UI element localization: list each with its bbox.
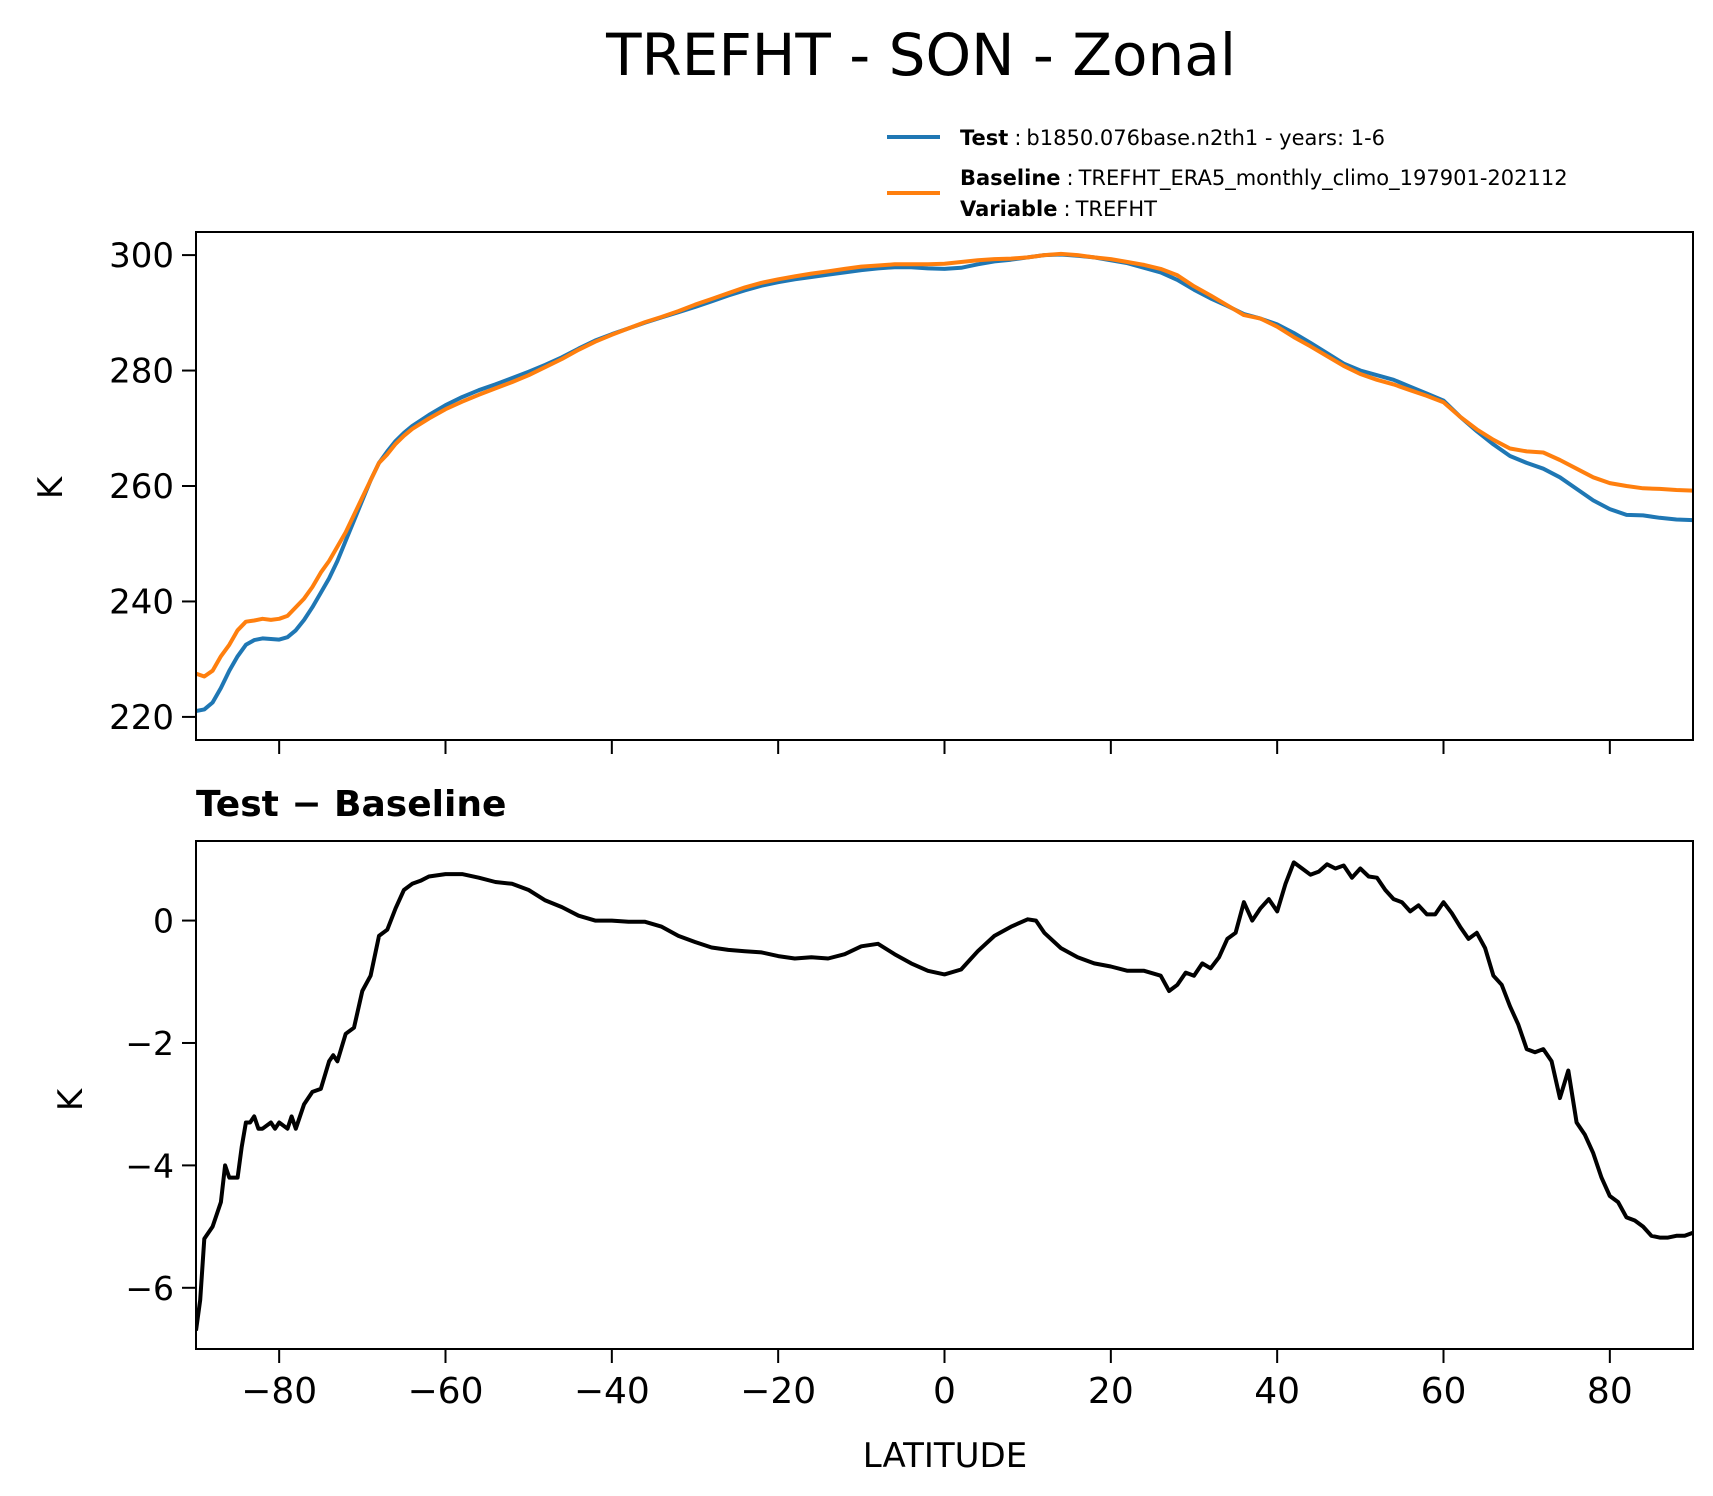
bottom-x-tick-label: −60 [408,1371,484,1412]
legend-baseline-label: Baseline: TREFHT_ERA5_monthly_climo_19790… [960,166,1568,191]
top-plot-area [196,251,1693,714]
legend: Test: b1850.076base.n2th1 - years: 1-6 Ba… [887,126,1568,221]
top-x-ticks [278,740,1611,754]
top-y-tick-label: 280 [109,352,174,392]
bottom-x-tick-label: 60 [1421,1371,1467,1412]
bottom-x-tick-label: −20 [740,1371,816,1412]
figure-title: TREFHT - SON - Zonal [605,21,1236,89]
x-axis-label: LATITUDE [863,1436,1027,1476]
bottom-panel: Test − Baseline −80 −60 −40 −20 0 20 40 60 80 0−… [51,784,1694,1476]
bottom-y-tick-label: −6 [125,1269,174,1308]
bottom-y-tick-label: −4 [125,1146,174,1185]
bottom-x-tick-label: 80 [1587,1371,1633,1412]
bottom-x-tick-label: 0 [933,1371,956,1412]
top-panel: 220 240 260 280 300 K [31,231,1694,754]
top-y-tick-label: 240 [109,582,174,622]
top-y-tick-label: 260 [109,467,174,507]
bottom-y-ticks: 0 −2 −4 −6 [125,902,196,1308]
bottom-x-tick-label: 40 [1254,1371,1300,1412]
top-series-baseline-line [196,251,1693,679]
bottom-axes-frame [195,840,1694,1350]
top-y-ticks: 220 240 260 280 300 [109,236,196,738]
top-y-tick-label: 220 [109,698,174,738]
bottom-panel-title: Test − Baseline [196,784,506,825]
top-y-axis-label: K [31,475,71,499]
bottom-y-tick-label: −2 [125,1024,174,1063]
bottom-plot-area [196,860,1693,1331]
legend-variable-label: Variable: TREFHT [960,197,1157,221]
top-axes-frame [195,231,1694,741]
bottom-y-tick-label: 0 [153,902,174,941]
top-series-test-line [196,252,1693,714]
bottom-x-tick-label: −80 [241,1371,317,1412]
bottom-y-axis-label: K [51,1087,91,1111]
bottom-series-difference-line [196,860,1693,1331]
bottom-x-ticks: −80 −60 −40 −20 0 20 40 60 80 [241,1349,1633,1412]
legend-test-label: Test: b1850.076base.n2th1 - years: 1-6 [960,126,1385,150]
top-y-tick-label: 300 [109,236,174,276]
bottom-x-tick-label: −40 [574,1371,650,1412]
bottom-x-tick-label: 20 [1088,1371,1134,1412]
